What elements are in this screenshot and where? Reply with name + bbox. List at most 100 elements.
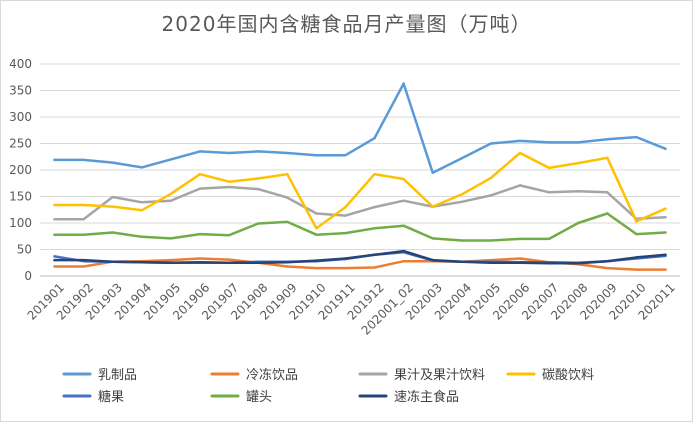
legend-label: 速冻主食品	[394, 389, 459, 405]
legend-label: 糖果	[98, 389, 124, 405]
data-point	[198, 150, 202, 153]
data-point	[286, 265, 289, 268]
data-point	[489, 176, 493, 180]
data-point	[198, 232, 202, 236]
legend-item: 冷冻饮品	[210, 367, 298, 383]
data-point	[82, 203, 85, 207]
data-point	[169, 199, 173, 202]
data-point	[53, 218, 56, 221]
data-point	[664, 147, 667, 150]
data-point	[576, 221, 580, 225]
data-point	[373, 205, 376, 209]
data-point	[402, 259, 405, 263]
series-0	[53, 82, 667, 174]
data-point	[140, 261, 144, 264]
data-point	[373, 266, 376, 269]
data-point	[198, 257, 202, 260]
data-point	[82, 265, 85, 268]
y-tick-label: 350	[9, 84, 32, 98]
legend-item: 速冻主食品	[358, 389, 459, 405]
data-point	[82, 158, 85, 162]
data-point	[635, 256, 638, 259]
legend-label: 冷冻饮品	[246, 367, 298, 383]
data-point	[315, 266, 318, 270]
series-line	[53, 151, 667, 230]
data-point	[606, 266, 609, 270]
legend-label: 碳酸饮料	[542, 368, 594, 383]
data-point	[53, 255, 56, 258]
data-point	[518, 257, 522, 260]
series-line	[53, 82, 667, 174]
data-point	[518, 184, 522, 187]
data-point	[606, 212, 609, 215]
data-point	[344, 214, 347, 217]
data-point	[664, 253, 667, 256]
data-point	[518, 261, 522, 264]
data-point	[373, 137, 376, 140]
data-point	[576, 190, 580, 193]
data-point	[606, 138, 609, 141]
data-point	[518, 151, 522, 155]
y-tick-label: 300	[9, 110, 32, 124]
data-point	[315, 259, 318, 262]
data-point	[286, 151, 289, 155]
data-point	[518, 139, 522, 143]
data-point	[227, 180, 231, 183]
y-tick-label: 150	[9, 190, 32, 204]
data-point	[576, 262, 580, 265]
data-point	[256, 222, 260, 225]
data-point	[198, 187, 202, 190]
y-tick-label: 400	[9, 57, 32, 71]
data-point	[576, 141, 580, 144]
legend-item: 糖果	[62, 389, 124, 405]
data-point	[606, 156, 609, 160]
data-point	[82, 258, 85, 262]
data-point	[431, 171, 434, 174]
grid-lines	[40, 63, 680, 277]
y-tick-label: 100	[9, 216, 32, 230]
data-point	[489, 239, 493, 242]
data-point	[635, 268, 638, 271]
data-point	[547, 262, 551, 265]
legend-label: 罐头	[246, 390, 272, 405]
data-point	[140, 235, 144, 238]
legend-item: 乳制品	[62, 368, 137, 383]
data-point	[111, 231, 114, 234]
x-axis: 2019012019022019032019042019052019062019…	[25, 280, 678, 337]
data-point	[256, 261, 260, 264]
legend-item: 罐头	[210, 390, 272, 405]
data-point	[460, 260, 464, 263]
data-point	[402, 82, 405, 85]
data-point	[227, 151, 231, 155]
y-tick-label: 0	[24, 269, 32, 283]
data-point	[256, 187, 260, 191]
data-point	[518, 237, 522, 241]
data-point	[53, 203, 56, 207]
data-point	[256, 150, 260, 153]
data-point	[460, 239, 464, 242]
data-point	[373, 173, 376, 176]
legend-label: 果汁及果汁饮料	[394, 368, 485, 383]
data-point	[431, 258, 434, 262]
data-point	[286, 261, 289, 264]
series-lines	[53, 82, 667, 271]
data-point	[489, 142, 493, 145]
data-point	[460, 200, 464, 203]
data-point	[402, 224, 405, 227]
data-point	[344, 257, 347, 260]
series-line	[53, 249, 667, 265]
y-tick-label: 200	[9, 163, 32, 177]
data-point	[547, 141, 551, 144]
data-point	[635, 220, 638, 223]
data-point	[547, 237, 551, 241]
data-point	[198, 173, 202, 176]
data-point	[664, 215, 667, 219]
data-point	[227, 185, 231, 189]
data-point	[53, 158, 56, 162]
data-point	[111, 260, 114, 263]
data-point	[664, 207, 667, 210]
data-point	[402, 199, 405, 202]
